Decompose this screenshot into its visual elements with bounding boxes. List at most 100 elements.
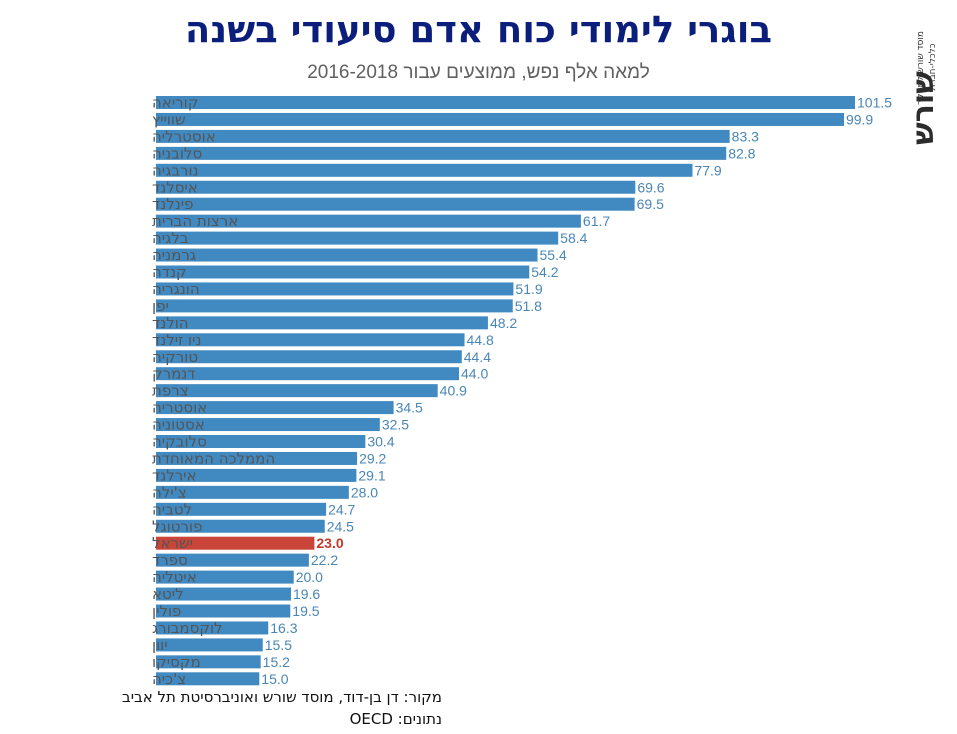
value-label: 30.4 — [367, 434, 394, 450]
value-label: 22.2 — [311, 552, 338, 568]
bar — [156, 418, 380, 432]
value-label: 15.0 — [261, 671, 288, 687]
bar — [156, 587, 291, 601]
chart-footer: מקור: דן בן-דוד, מוסד שורש ואוניברסיטת ת… — [10, 686, 442, 730]
category-label: אוסטרליה — [152, 127, 216, 145]
bar — [156, 231, 559, 245]
category-label: ישראל — [152, 534, 193, 552]
category-label: פורטוגל — [152, 517, 202, 535]
bar — [156, 112, 844, 126]
category-label: מקסיקו — [152, 653, 201, 671]
value-label: 15.5 — [265, 637, 292, 653]
category-label: איטליה — [152, 568, 197, 586]
value-label: 101.5 — [857, 95, 892, 111]
bar — [156, 248, 538, 262]
bar — [156, 367, 460, 381]
category-label: קוריאה — [152, 94, 198, 112]
bar — [156, 502, 327, 516]
value-label: 69.5 — [637, 196, 664, 212]
category-label: סלובקיה — [152, 433, 207, 451]
bar — [156, 451, 358, 465]
bars-group — [156, 96, 855, 686]
category-label: אירלנד — [152, 466, 197, 484]
bar — [156, 282, 514, 296]
logo-tagline-text: מוסד שורש למחקר כלכלי-חברתי — [916, 31, 938, 105]
category-label: ארצות הברית — [152, 212, 238, 230]
category-label: יפן — [152, 297, 169, 315]
bar — [156, 468, 357, 482]
bar — [156, 350, 462, 364]
bar — [156, 333, 465, 347]
value-label: 58.4 — [560, 230, 587, 246]
chart-title: בוגרי לימודי כוח אדם סיעודי בשנה — [184, 8, 773, 51]
category-label: הממלכה המאוחדת — [152, 449, 275, 467]
value-label: 28.0 — [351, 484, 378, 500]
bar — [156, 299, 513, 313]
value-label: 40.9 — [440, 383, 467, 399]
value-label: 77.9 — [694, 162, 721, 178]
bar-highlight — [156, 536, 315, 550]
bar — [156, 435, 366, 448]
bar — [156, 621, 269, 635]
bar — [156, 604, 291, 618]
category-label: יוון — [152, 636, 168, 654]
category-label: שווייץ — [152, 110, 186, 128]
category-label: איסלנד — [152, 178, 198, 196]
bar — [156, 655, 261, 669]
bar — [156, 180, 636, 194]
category-label: צרפת — [152, 382, 189, 400]
category-label: צ'ילה — [152, 483, 187, 501]
value-label: 16.3 — [270, 620, 297, 636]
category-label: אסטוניה — [152, 416, 205, 434]
category-label: ספרד — [152, 551, 188, 569]
category-label: ניו זילנד — [152, 331, 201, 349]
value-label: 48.2 — [490, 315, 517, 331]
value-label: 82.8 — [728, 145, 755, 161]
value-label: 55.4 — [540, 247, 567, 263]
value-label: 29.2 — [359, 450, 386, 466]
bar — [156, 672, 260, 686]
shoresh-logo: שורש מוסד שורש למחקר כלכלי-חברתי — [905, 10, 951, 145]
bar — [156, 384, 438, 398]
value-label: 44.4 — [464, 349, 491, 365]
value-label: 61.7 — [583, 213, 610, 229]
value-label: 29.1 — [358, 467, 385, 483]
bar — [156, 265, 530, 279]
category-label: לטביה — [152, 500, 192, 518]
category-labels: קוריאהשווייץאוסטרליהסלובניהנורבגיהאיסלנד… — [152, 94, 275, 688]
category-label: בלגיה — [152, 229, 189, 247]
value-label: 99.9 — [846, 111, 873, 127]
bar — [156, 214, 581, 228]
bar — [156, 316, 488, 330]
category-label: צ'כיה — [152, 670, 186, 688]
category-label: ליטא — [152, 585, 184, 603]
value-label: 69.6 — [637, 179, 664, 195]
value-label: 83.3 — [732, 128, 759, 144]
value-label: 24.7 — [328, 501, 355, 517]
bar — [156, 163, 693, 177]
category-label: טורקיה — [152, 348, 198, 366]
bar — [156, 553, 309, 567]
category-label: נורבגיה — [152, 161, 199, 179]
bar — [156, 638, 263, 652]
value-label: 51.9 — [515, 281, 542, 297]
chart-subtitle: למאה אלף נפש, ממוצעים עבור 2016-2018 — [307, 62, 650, 83]
bar — [156, 485, 349, 499]
value-label: 32.5 — [382, 417, 409, 433]
value-label: 19.6 — [293, 586, 320, 602]
value-label: 44.0 — [461, 366, 488, 382]
category-label: פינלנד — [152, 195, 193, 213]
logo-tagline: מוסד שורש למחקר כלכלי-חברתי — [915, 10, 938, 126]
category-label: סלובניה — [152, 144, 202, 162]
value-label: 24.5 — [327, 518, 354, 534]
bar — [156, 129, 730, 143]
category-label: אוסטריה — [152, 399, 207, 417]
category-label: דנמרק — [152, 365, 196, 383]
value-label: 54.2 — [531, 264, 558, 280]
value-labels: 101.599.9 83.382.8 77.9 69.669.5 61.758.455.… — [261, 95, 892, 687]
value-label: 44.8 — [467, 332, 494, 348]
bar — [156, 519, 325, 533]
data-note: נתונים: OECD — [349, 710, 442, 728]
category-label: הונגריה — [152, 280, 200, 298]
